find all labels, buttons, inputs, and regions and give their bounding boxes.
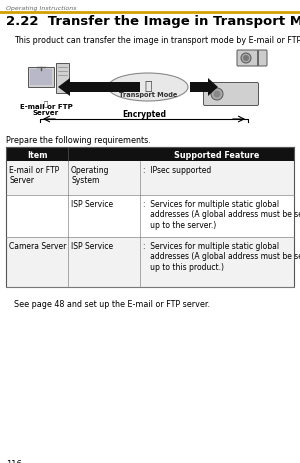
Text: ISP Service: ISP Service bbox=[71, 242, 113, 250]
FancyBboxPatch shape bbox=[237, 51, 267, 67]
Text: ISP Service: ISP Service bbox=[71, 200, 113, 208]
Text: ⚿: ⚿ bbox=[44, 100, 48, 106]
Text: :  Services for multiple static global
   addresses (A global address must be se: : Services for multiple static global ad… bbox=[143, 200, 300, 229]
Bar bbox=[6, 148, 294, 288]
Bar bbox=[6, 148, 294, 162]
Text: Item: Item bbox=[27, 150, 47, 159]
Text: 116: 116 bbox=[6, 459, 22, 463]
Text: Transport Mode: Transport Mode bbox=[119, 92, 177, 98]
Text: 2.22  Transfer the Image in Transport Mode: 2.22 Transfer the Image in Transport Mod… bbox=[6, 15, 300, 28]
Text: Prepare the following requirements.: Prepare the following requirements. bbox=[6, 136, 151, 144]
Circle shape bbox=[243, 56, 249, 62]
Ellipse shape bbox=[108, 74, 188, 102]
Text: Operating Instructions: Operating Instructions bbox=[6, 6, 76, 11]
Bar bbox=[6, 238, 294, 288]
Bar bbox=[190, 83, 208, 93]
Text: Operating
System: Operating System bbox=[71, 166, 110, 185]
Text: ⚿: ⚿ bbox=[144, 80, 152, 93]
Bar bbox=[6, 195, 294, 238]
Text: Supported Feature: Supported Feature bbox=[174, 150, 260, 159]
Bar bbox=[70, 83, 140, 93]
Text: :  IPsec supported: : IPsec supported bbox=[143, 166, 211, 175]
Circle shape bbox=[241, 54, 251, 64]
Circle shape bbox=[214, 91, 220, 98]
Text: Server: Server bbox=[33, 110, 59, 116]
Bar bbox=[6, 162, 294, 195]
FancyBboxPatch shape bbox=[30, 70, 52, 86]
Text: E-mail or FTP
Server: E-mail or FTP Server bbox=[9, 166, 59, 185]
Polygon shape bbox=[58, 79, 70, 97]
FancyBboxPatch shape bbox=[203, 83, 259, 106]
FancyBboxPatch shape bbox=[56, 64, 69, 94]
Text: E-mail or FTP: E-mail or FTP bbox=[20, 104, 72, 110]
Text: This product can transfer the image in transport mode by E-mail or FTP.: This product can transfer the image in t… bbox=[14, 36, 300, 45]
Polygon shape bbox=[208, 79, 218, 97]
Text: Camera Server: Camera Server bbox=[9, 242, 66, 250]
FancyBboxPatch shape bbox=[28, 68, 54, 88]
Text: :  Services for multiple static global
   addresses (A global address must be se: : Services for multiple static global ad… bbox=[143, 242, 300, 271]
Circle shape bbox=[211, 89, 223, 101]
Text: See page 48 and set up the E-mail or FTP server.: See page 48 and set up the E-mail or FTP… bbox=[14, 300, 210, 308]
Text: Encrypted: Encrypted bbox=[122, 110, 166, 119]
